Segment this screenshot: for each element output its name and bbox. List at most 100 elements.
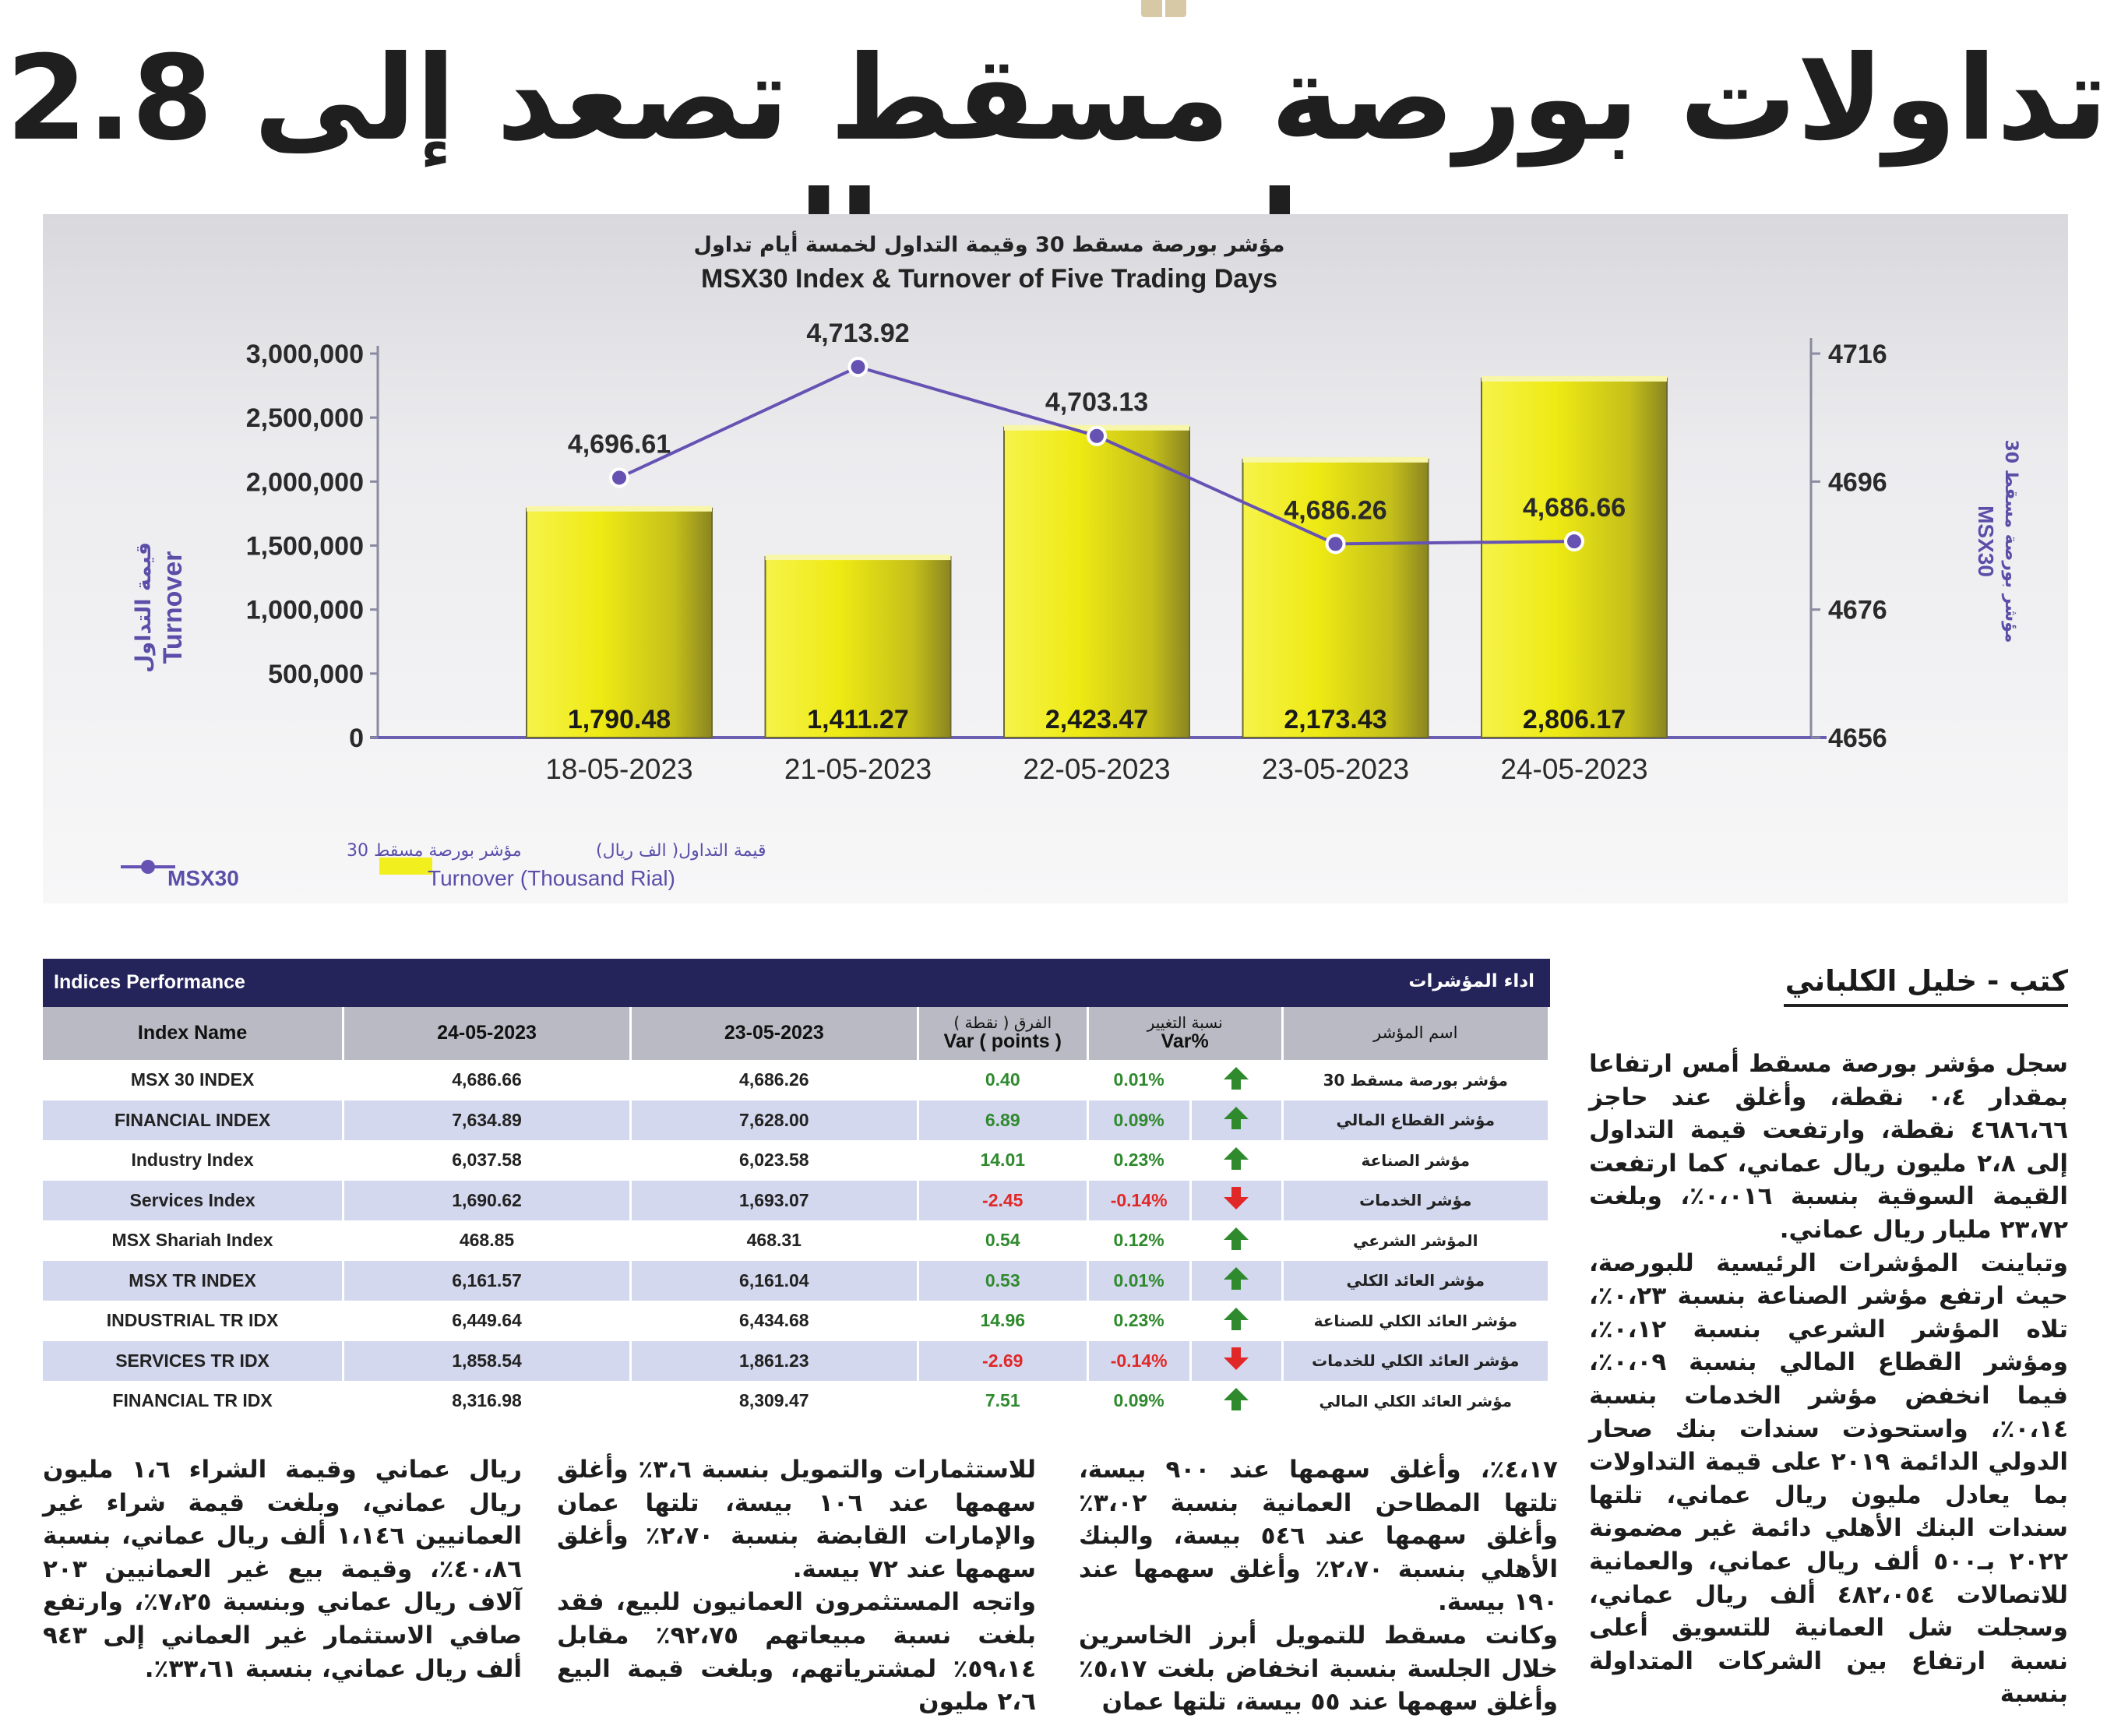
cell-var-points: 0.53 bbox=[918, 1260, 1089, 1301]
cell-index-name-ar: المؤشر الشرعي bbox=[1282, 1220, 1551, 1261]
turnover-bar-label: 2,423.47 bbox=[1045, 705, 1148, 734]
right-axis-tick-label: 4696 bbox=[1828, 467, 1887, 497]
legend-msx30-label: MSX30 bbox=[167, 866, 239, 890]
header-var-points-en: Var ( points ) bbox=[943, 1030, 1062, 1053]
turnover-bar-top bbox=[1482, 375, 1667, 382]
table-row: MSX Shariah Index 468.85 468.31 0.54 0.12% ال… bbox=[43, 1220, 1551, 1261]
msx30-point-label: 4,696.61 bbox=[568, 429, 671, 459]
cell-index-name: Services Index bbox=[43, 1180, 345, 1220]
right-axis-tick-label: 4716 bbox=[1828, 340, 1887, 369]
cell-value-24: 8,316.98 bbox=[343, 1381, 632, 1421]
left-axis-tick-label: 0 bbox=[349, 724, 364, 753]
table-title-en: Indices Performance bbox=[54, 971, 245, 993]
cell-value-23: 468.31 bbox=[630, 1220, 919, 1261]
cell-value-24: 7,634.89 bbox=[343, 1100, 632, 1140]
msx30-point-label: 4,703.13 bbox=[1045, 388, 1148, 417]
x-axis-tick-label: 18-05-2023 bbox=[545, 753, 692, 785]
byline: كتب - خليل الكلباني bbox=[1784, 964, 2068, 1007]
article-paragraph: واتجه المستثمرون العمانيون للبيع، فقد بل… bbox=[557, 1588, 1036, 1717]
left-axis-tick-label: 1,000,000 bbox=[246, 596, 364, 625]
turnover-bar bbox=[1003, 426, 1190, 738]
cell-var-points: -2.45 bbox=[918, 1180, 1089, 1220]
x-axis-tick-label: 21-05-2023 bbox=[784, 753, 932, 785]
article-paragraph: سجل مؤشر بورصة مسقط أمس ارتفاعا بمقدار ٠… bbox=[1589, 1050, 2069, 1244]
header-var-pct: نسبة التغيير Var% bbox=[1087, 1007, 1284, 1060]
cell-var-pct: 0.01% bbox=[1087, 1060, 1192, 1100]
cell-value-23: 6,161.04 bbox=[630, 1260, 919, 1301]
article-column-3: للاستثمارات والتمويل بنسبة ٣،٦٪ وأغلق سه… bbox=[557, 1453, 1036, 1719]
cell-var-pct: 0.09% bbox=[1087, 1100, 1192, 1140]
cell-value-24: 4,686.66 bbox=[343, 1060, 632, 1100]
msx30-turnover-chart: مؤشر بورصة مسقط 30 وقيمة التداول لخمسة أ… bbox=[121, 231, 2021, 890]
x-axis-tick-label: 22-05-2023 bbox=[1023, 753, 1170, 785]
cell-value-24: 6,037.58 bbox=[343, 1140, 632, 1181]
turnover-bar-label: 1,790.48 bbox=[568, 705, 671, 734]
cell-direction bbox=[1190, 1100, 1284, 1140]
cell-index-name: MSX 30 INDEX bbox=[43, 1060, 345, 1100]
cell-var-pct: 0.09% bbox=[1087, 1381, 1192, 1421]
cell-direction bbox=[1190, 1180, 1284, 1220]
cell-var-points: 7.51 bbox=[918, 1381, 1089, 1421]
header-index-name-ar: اسم المؤشر bbox=[1282, 1007, 1551, 1060]
left-axis-tick-label: 2,500,000 bbox=[246, 403, 364, 433]
table-title-ar: اداء المؤشرات bbox=[1408, 971, 1534, 991]
cell-index-name: Industry Index bbox=[43, 1140, 345, 1181]
header-var-pct-en: Var% bbox=[1161, 1030, 1209, 1053]
cell-direction bbox=[1190, 1060, 1284, 1100]
turnover-bar-label: 2,806.17 bbox=[1523, 705, 1626, 734]
msx30-point bbox=[1564, 531, 1584, 552]
legend-turnover-label-ar: قيمة التداول( الف ريال) bbox=[596, 841, 766, 861]
chart-panel: مؤشر بورصة مسقط 30 وقيمة التداول لخمسة أ… bbox=[43, 214, 2068, 903]
cell-index-name: INDUSTRIAL TR IDX bbox=[43, 1301, 345, 1341]
chart-title: MSX30 Index & Turnover of Five Trading D… bbox=[701, 264, 1277, 294]
cell-var-points: 6.89 bbox=[918, 1100, 1089, 1140]
table-row: MSX 30 INDEX 4,686.66 4,686.26 0.40 0.01% مؤش… bbox=[43, 1060, 1551, 1100]
arrow-up-icon bbox=[1224, 1227, 1249, 1250]
left-axis-title: Turnover bbox=[158, 551, 188, 664]
cell-var-points: 0.54 bbox=[918, 1220, 1089, 1261]
header-var-pct-ar: نسبة التغيير bbox=[1147, 1013, 1223, 1033]
cell-index-name-ar: مؤشر العائد الكلي للخدمات bbox=[1282, 1340, 1551, 1381]
cell-index-name-ar: مؤشر الصناعة bbox=[1282, 1140, 1551, 1181]
cell-value-24: 6,161.57 bbox=[343, 1260, 632, 1301]
article-paragraph: للاستثمارات والتمويل بنسبة ٣،٦٪ وأغلق سه… bbox=[557, 1456, 1037, 1583]
turnover-bar-label: 1,411.27 bbox=[807, 705, 908, 734]
cell-value-23: 4,686.26 bbox=[630, 1060, 919, 1100]
indices-table: Index Name 24-05-2023 23-05-2023 الفرق (… bbox=[43, 1007, 1551, 1421]
legend-msx30-marker-icon bbox=[141, 860, 155, 874]
article-paragraph: وكانت مسقط للتمويل أبرز الخاسرين خلال ال… bbox=[1079, 1621, 1558, 1717]
cell-value-24: 6,449.64 bbox=[343, 1301, 632, 1341]
cell-var-points: 0.40 bbox=[918, 1060, 1089, 1100]
header-date-23: 23-05-2023 bbox=[630, 1007, 919, 1060]
table-row: INDUSTRIAL TR IDX 6,449.64 6,434.68 14.96 0.… bbox=[43, 1301, 1551, 1341]
turnover-bar bbox=[1481, 377, 1668, 739]
left-axis-tick-label: 500,000 bbox=[268, 660, 364, 689]
arrow-up-icon bbox=[1224, 1066, 1249, 1090]
cell-var-points: 14.96 bbox=[918, 1301, 1089, 1341]
arrow-down-icon bbox=[1224, 1347, 1249, 1371]
table-row: Industry Index 6,037.58 6,023.58 14.01 0.23%… bbox=[43, 1140, 1551, 1181]
table-row: FINANCIAL INDEX 7,634.89 7,628.00 6.89 0.09%… bbox=[43, 1100, 1551, 1140]
legend-msx30-label-ar: مؤشر بورصة مسقط 30 bbox=[347, 841, 522, 861]
cell-index-name-ar: مؤشر العائد الكلي bbox=[1282, 1260, 1551, 1301]
turnover-bar-top bbox=[527, 505, 712, 512]
cell-index-name-ar: مؤشر بورصة مسقط 30 bbox=[1282, 1060, 1551, 1100]
x-axis-tick-label: 23-05-2023 bbox=[1262, 753, 1409, 785]
table-row: SERVICES TR IDX 1,858.54 1,861.23 -2.69 -0.1… bbox=[43, 1340, 1551, 1381]
cell-index-name: MSX TR INDEX bbox=[43, 1260, 345, 1301]
cell-index-name-ar: مؤشر القطاع المالي bbox=[1282, 1100, 1551, 1140]
turnover-bar-top bbox=[765, 555, 951, 561]
cell-direction bbox=[1190, 1260, 1284, 1301]
right-axis-tick-label: 4676 bbox=[1828, 596, 1887, 625]
table-row: FINANCIAL TR IDX 8,316.98 8,309.47 7.51 0.09… bbox=[43, 1381, 1551, 1421]
article-column-2: ٤،١٧٪، وأغلق سهمها عند ٩٠٠ بيسة، تلتها ا… bbox=[1079, 1453, 1558, 1719]
cell-index-name: FINANCIAL TR IDX bbox=[43, 1381, 345, 1421]
cell-value-23: 7,628.00 bbox=[630, 1100, 919, 1140]
legend-turnover-label: Turnover (Thousand Rial) bbox=[428, 866, 675, 890]
cell-var-pct: -0.14% bbox=[1087, 1180, 1192, 1220]
cell-var-pct: 0.23% bbox=[1087, 1140, 1192, 1181]
turnover-bar bbox=[526, 507, 713, 738]
cell-value-24: 1,858.54 bbox=[343, 1340, 632, 1381]
x-axis-tick-label: 24-05-2023 bbox=[1500, 753, 1647, 785]
cell-index-name-ar: مؤشر العائد الكلي للصناعة bbox=[1282, 1301, 1551, 1341]
